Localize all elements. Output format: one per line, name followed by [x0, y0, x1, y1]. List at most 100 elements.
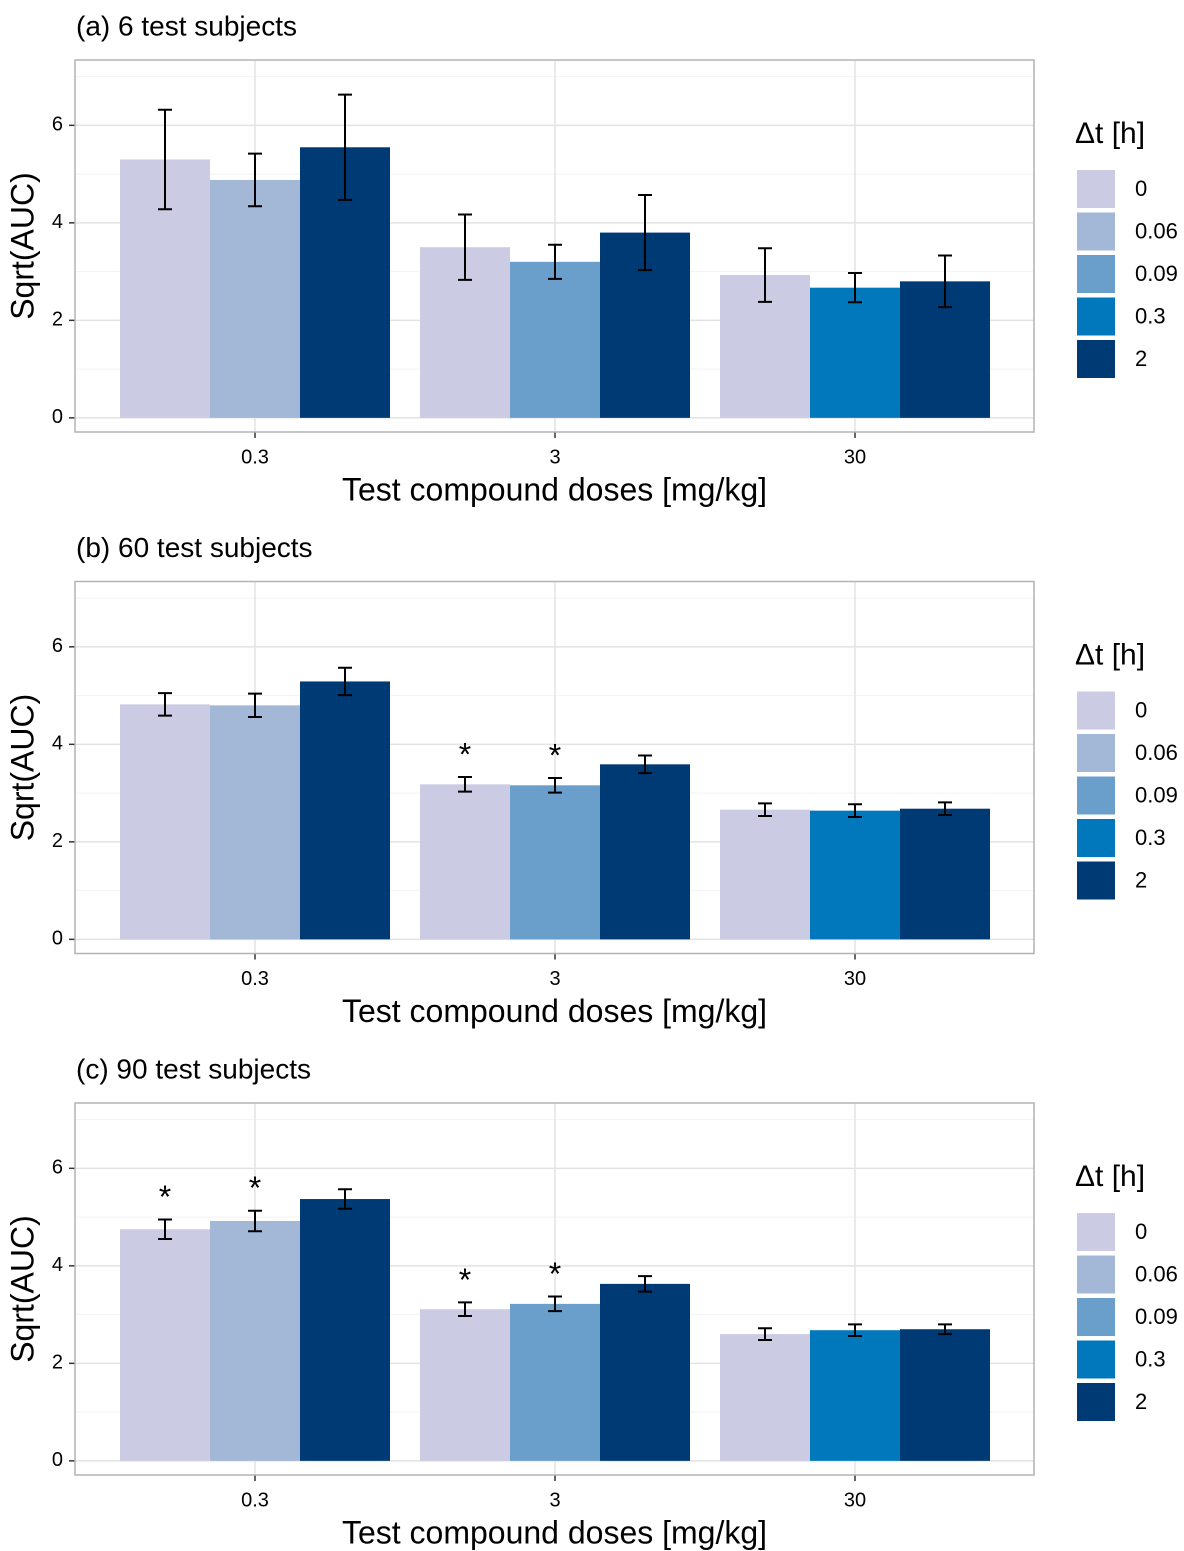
- bar: [510, 785, 600, 940]
- x-tick-label: 30: [844, 1489, 866, 1511]
- bar: [810, 287, 900, 418]
- error-bar: [338, 1188, 352, 1210]
- y-tick-label: 2: [52, 309, 63, 331]
- bar: [120, 1229, 210, 1461]
- y-tick-label: 4: [52, 1254, 63, 1276]
- legend-label: 0.09: [1135, 1304, 1178, 1329]
- x-axis-title: Test compound doses [mg/kg]: [342, 471, 767, 507]
- significance-marker: *: [159, 1179, 171, 1215]
- legend-label: 2: [1135, 1389, 1147, 1414]
- error-bar: [458, 776, 472, 793]
- y-tick-label: 0: [52, 1449, 63, 1471]
- error-bar: [848, 1323, 862, 1338]
- panel-border: [74, 1102, 1035, 1476]
- y-tick-label: 4: [52, 733, 63, 755]
- x-tick-label: 0.3: [241, 446, 269, 468]
- error-bar: [938, 254, 952, 309]
- bar: [300, 1199, 390, 1461]
- x-tick-label: 0.3: [241, 1489, 269, 1511]
- legend-key: [1077, 1213, 1115, 1251]
- bar: [600, 764, 690, 940]
- x-tick-label: 3: [549, 1489, 560, 1511]
- error-bar: [938, 801, 952, 817]
- error-bar: [248, 1209, 262, 1233]
- error-bar: [158, 1218, 172, 1241]
- x-axis-title: Test compound doses [mg/kg]: [342, 993, 767, 1029]
- legend-key: [1077, 255, 1115, 293]
- legend-title: Δt [h]: [1075, 638, 1145, 671]
- significance-marker: *: [549, 1256, 561, 1292]
- legend-label: 0.3: [1135, 1346, 1166, 1371]
- y-tick-label: 6: [52, 114, 63, 136]
- legend-label: 0.3: [1135, 825, 1166, 850]
- y-tick-label: 6: [52, 1157, 63, 1179]
- y-tick-label: 2: [52, 1352, 63, 1374]
- legend-label: 0.09: [1135, 782, 1178, 807]
- y-tick-label: 0: [52, 928, 63, 950]
- y-tick-label: 2: [52, 830, 63, 852]
- legend-key: [1077, 1298, 1115, 1336]
- bar: [120, 704, 210, 940]
- error-bar: [158, 692, 172, 717]
- legend-key: [1077, 734, 1115, 772]
- error-bar: [548, 776, 562, 794]
- error-bar: [458, 213, 472, 281]
- error-bar: [158, 108, 172, 211]
- bar: [420, 784, 510, 940]
- bar: [900, 1329, 990, 1461]
- legend-label: 0: [1135, 697, 1147, 722]
- y-tick-label: 6: [52, 635, 63, 657]
- significance-marker: *: [459, 1262, 471, 1298]
- legend-key: [1077, 861, 1115, 900]
- error-bar: [458, 1301, 472, 1318]
- bar: [720, 1334, 810, 1461]
- legend-title: Δt [h]: [1075, 117, 1145, 150]
- bar: [600, 1283, 690, 1461]
- x-axis-title: Test compound doses [mg/kg]: [342, 1514, 767, 1550]
- bar: [810, 1330, 900, 1461]
- significance-marker: *: [249, 1170, 261, 1206]
- error-bar: [548, 243, 562, 280]
- y-tick-label: 4: [52, 211, 63, 233]
- error-bar: [638, 1275, 652, 1293]
- error-bar: [638, 754, 652, 775]
- error-bar: [338, 93, 352, 201]
- panel-title: (a) 6 test subjects: [76, 10, 297, 41]
- error-bar: [848, 272, 862, 304]
- bar: [210, 1220, 300, 1461]
- x-tick-label: 3: [549, 968, 560, 990]
- bar: [420, 1309, 510, 1461]
- legend-label: 0.06: [1135, 740, 1178, 765]
- error-bar: [248, 692, 262, 719]
- y-axis-title: Sqrt(AUC): [4, 172, 40, 320]
- legend-label: 2: [1135, 346, 1147, 371]
- legend-label: 0.3: [1135, 303, 1166, 328]
- legend-title: Δt [h]: [1075, 1160, 1145, 1193]
- bar: [300, 681, 390, 940]
- error-bar: [248, 152, 262, 208]
- legend-key: [1077, 1340, 1115, 1379]
- legend-key: [1077, 340, 1115, 378]
- error-bar: [938, 1323, 952, 1336]
- error-bar: [548, 1295, 562, 1313]
- legend-label: 0.09: [1135, 261, 1178, 286]
- legend-label: 0: [1135, 176, 1147, 201]
- error-bar: [338, 666, 352, 697]
- legend-key: [1077, 1255, 1115, 1294]
- bar: [510, 261, 600, 418]
- bar: [900, 808, 990, 940]
- legend-key: [1077, 170, 1115, 208]
- bar: [210, 705, 300, 940]
- x-tick-label: 0.3: [241, 968, 269, 990]
- bar: [720, 809, 810, 940]
- bar: [510, 1303, 600, 1461]
- legend-label: 0: [1135, 1219, 1147, 1244]
- y-tick-label: 0: [52, 406, 63, 428]
- error-bar: [848, 803, 862, 818]
- legend-key: [1077, 691, 1115, 730]
- x-tick-label: 3: [549, 446, 560, 468]
- x-tick-label: 30: [844, 446, 866, 468]
- bar: [810, 810, 900, 940]
